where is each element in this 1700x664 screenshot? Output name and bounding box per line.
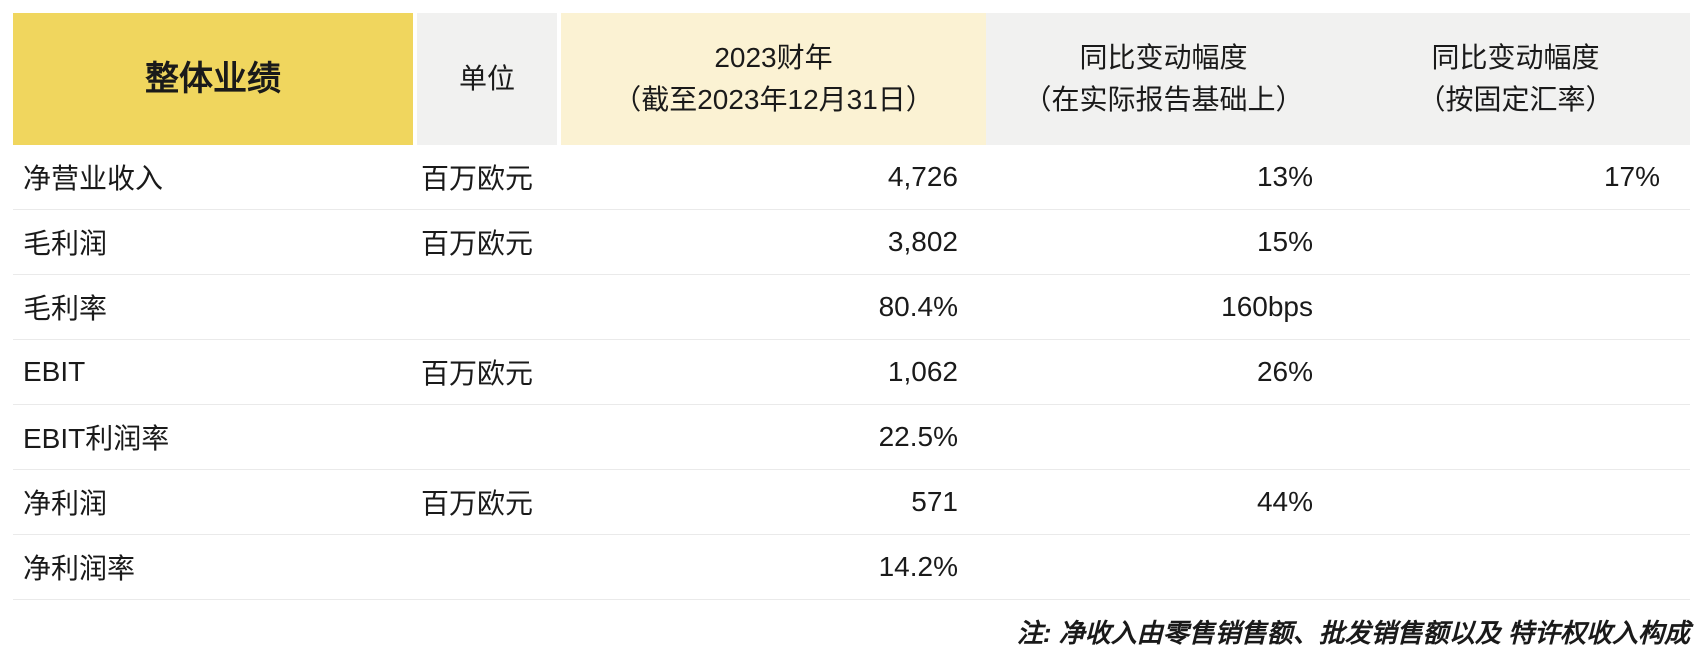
- table-title: 整体业绩: [145, 60, 281, 98]
- row-label: 净营业收入: [23, 163, 164, 194]
- row-fy2023-value: 14.2%: [878, 551, 958, 582]
- yoy-reported-label-line2: （在实际报告基础上）: [1023, 84, 1304, 115]
- yoy-fx-label-line1: 同比变动幅度: [1431, 42, 1600, 73]
- header-cell-yoy-fx: 同比变动幅度 （按固定汇率）: [1341, 13, 1690, 145]
- row-yoy-reported-value: 26%: [1256, 356, 1313, 387]
- row-yoy-reported-value: 160bps: [1221, 291, 1313, 322]
- row-label: 毛利润: [23, 228, 108, 259]
- header-cell-yoy-reported: 同比变动幅度 （在实际报告基础上）: [986, 13, 1341, 145]
- table-row: EBIT利润率 22.5%: [13, 405, 1690, 470]
- fy2023-label-line1: 2023财年: [714, 42, 833, 73]
- yoy-reported-label-line1: 同比变动幅度: [1079, 42, 1248, 73]
- yoy-fx-label-line2: （按固定汇率）: [1417, 84, 1614, 115]
- row-yoy-fx-value: 17%: [1603, 161, 1660, 192]
- row-label: 毛利率: [23, 293, 108, 324]
- performance-table: 整体业绩 单位 2023财年 （截至2023年12月31日） 同比变动幅度 （在…: [13, 13, 1690, 650]
- row-label: EBIT利润率: [23, 423, 170, 454]
- row-unit: 百万欧元: [421, 228, 534, 259]
- table-row: 净营业收入 百万欧元 4,726 13% 17%: [13, 145, 1690, 210]
- row-unit: 百万欧元: [421, 163, 534, 194]
- row-label: 净利润率: [23, 553, 136, 584]
- row-yoy-reported-value: 13%: [1256, 161, 1313, 192]
- row-unit: 百万欧元: [421, 488, 534, 519]
- header-cell-fy2023: 2023财年 （截至2023年12月31日）: [561, 13, 986, 145]
- row-yoy-reported-value: 15%: [1256, 226, 1313, 257]
- row-label: EBIT: [23, 356, 86, 387]
- table-row: 净利润率 14.2%: [13, 535, 1690, 600]
- table-row: 净利润 百万欧元 571 44%: [13, 470, 1690, 535]
- header-cell-title: 整体业绩: [13, 13, 413, 145]
- row-fy2023-value: 80.4%: [878, 291, 958, 322]
- table-row: 毛利率 80.4% 160bps: [13, 275, 1690, 340]
- row-fy2023-value: 3,802: [887, 226, 958, 257]
- table-header-row: 整体业绩 单位 2023财年 （截至2023年12月31日） 同比变动幅度 （在…: [13, 13, 1690, 145]
- table-row: 毛利润 百万欧元 3,802 15%: [13, 210, 1690, 275]
- footnote: 注: 净收入由零售销售额、批发销售额以及 特许权收入构成: [1016, 618, 1690, 648]
- row-fy2023-value: 1,062: [887, 356, 958, 387]
- unit-column-label: 单位: [458, 63, 515, 94]
- row-fy2023-value: 571: [911, 486, 958, 517]
- table-row: EBIT 百万欧元 1,062 26%: [13, 340, 1690, 405]
- fy2023-label-line2: （截至2023年12月31日）: [613, 84, 934, 115]
- header-cell-unit: 单位: [417, 13, 557, 145]
- row-fy2023-value: 4,726: [887, 161, 958, 192]
- row-fy2023-value: 22.5%: [878, 421, 958, 452]
- row-label: 净利润: [23, 488, 108, 519]
- row-unit: 百万欧元: [421, 358, 534, 389]
- row-yoy-reported-value: 44%: [1256, 486, 1313, 517]
